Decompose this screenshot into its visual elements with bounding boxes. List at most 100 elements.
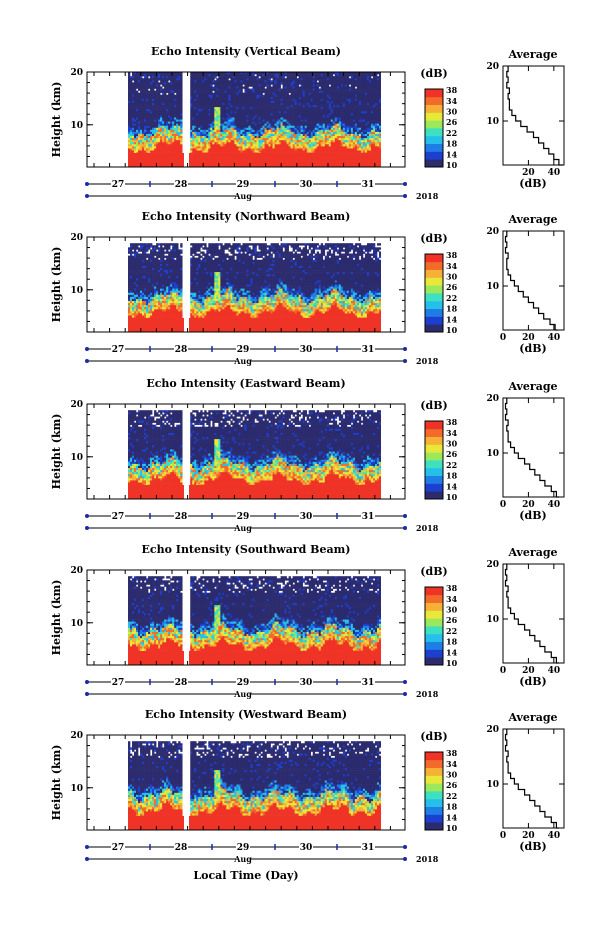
heatmap-cell: [142, 84, 145, 87]
heatmap-cell: [180, 150, 183, 153]
heatmap-cell: [296, 113, 299, 116]
heatmap-cell: [238, 96, 241, 100]
heatmap-cell: [260, 131, 263, 135]
heatmap-cell: [304, 92, 308, 96]
heatmap-cell: [136, 82, 139, 85]
heatmap-cell: [236, 148, 239, 151]
heatmap-cell: [180, 115, 183, 118]
heatmap-cell: [302, 121, 305, 124]
heatmap-cell: [168, 74, 171, 77]
heatmap-cell: [256, 115, 259, 118]
heatmap-cell: [216, 78, 219, 81]
heatmap-cell: [266, 138, 269, 141]
heatmap-cell: [180, 127, 183, 131]
heatmap-cell: [196, 136, 199, 139]
heatmap-cell: [322, 127, 326, 131]
heatmap-cell: [342, 119, 346, 122]
heatmap-cell: [336, 121, 340, 124]
heatmap-cell: [128, 78, 131, 81]
heatmap-cell: [204, 111, 207, 114]
heatmap-cell: [232, 129, 235, 133]
heatmap-cell: [168, 82, 171, 85]
heatmap-cell: [162, 113, 165, 116]
heatmap-cell: [228, 76, 231, 79]
heatmap-cell: [152, 129, 155, 133]
heatmap-cell: [298, 100, 301, 104]
heatmap-cell: [148, 96, 151, 100]
heatmap-cell: [298, 150, 301, 153]
heatmap-cell: [350, 115, 354, 118]
heatmap-cell: [354, 113, 358, 116]
heatmap-cell: [224, 80, 227, 83]
heatmap-cell: [200, 76, 203, 79]
heatmap-cell: [266, 84, 269, 87]
heatmap-cell: [180, 142, 183, 145]
heatmap-cell: [328, 115, 332, 118]
heatmap-cell: [212, 82, 215, 85]
heatmap-cell: [174, 121, 177, 124]
heatmap-cell: [190, 72, 193, 75]
heatmap-cell: [330, 105, 334, 108]
heatmap-cell: [136, 94, 139, 98]
heatmap-cell: [148, 109, 151, 112]
heatmap-cell: [340, 131, 344, 135]
heatmap-cell: [160, 121, 163, 124]
heatmap-cell: [296, 82, 299, 85]
heatmap-cell: [190, 142, 193, 145]
heatmap-cell: [214, 115, 217, 118]
heatmap-cell: [140, 80, 143, 83]
heatmap-cell: [210, 121, 213, 124]
heatmap-cell: [228, 131, 231, 135]
heatmap-cell: [316, 127, 320, 131]
heatmap-cell: [242, 111, 245, 114]
heatmap-cell: [206, 144, 209, 147]
heatmap-cell: [328, 96, 332, 100]
heatmap-cell: [234, 82, 237, 85]
heatmap-cell: [304, 80, 308, 83]
heatmap-cell: [346, 78, 350, 81]
heatmap-cell: [250, 90, 253, 93]
heatmap-cell: [222, 100, 225, 104]
heatmap-cell: [296, 86, 299, 89]
heatmap-cell: [208, 133, 211, 137]
heatmap-cell: [350, 82, 354, 85]
heatmap-cell: [270, 117, 273, 120]
heatmap-cell: [228, 96, 231, 100]
heatmap-cell: [284, 115, 287, 118]
heatmap-cell: [328, 146, 332, 149]
heatmap-cell: [156, 105, 159, 108]
heatmap-cell: [236, 138, 239, 141]
heatmap-cell: [314, 117, 318, 120]
heatmap-cell: [128, 105, 131, 108]
heatmap-cell: [228, 148, 231, 151]
heatmap-cell: [168, 133, 171, 137]
heatmap-cell: [190, 119, 193, 122]
heatmap-cell: [194, 146, 197, 149]
heatmap-cell: [152, 80, 155, 83]
heatmap-cell: [298, 117, 301, 120]
heatmap-cell: [300, 82, 303, 85]
heatmap-cell: [152, 90, 155, 93]
heatmap-cell: [266, 98, 269, 102]
heatmap-cell: [292, 133, 295, 137]
heatmap-cell: [162, 96, 165, 100]
heatmap-cell: [262, 146, 265, 149]
heatmap-cell: [172, 90, 175, 93]
heatmap-cell: [142, 138, 145, 141]
heatmap-cell: [194, 72, 197, 75]
heatmap-cell: [172, 144, 175, 147]
heatmap-cell: [146, 98, 149, 102]
heatmap-cell: [226, 72, 229, 75]
heatmap-cell: [192, 76, 195, 79]
heatmap-cell: [170, 133, 173, 137]
heatmap-cell: [258, 115, 261, 118]
heatmap-cell: [152, 88, 155, 91]
heatmap-cell: [170, 92, 173, 96]
heatmap-cell: [322, 150, 326, 153]
heatmap-cell: [290, 117, 293, 120]
heatmap-cell: [242, 80, 245, 83]
heatmap-cell: [284, 72, 287, 75]
heatmap-cell: [142, 102, 145, 106]
heatmap-cell: [274, 94, 277, 98]
heatmap-cell: [316, 94, 320, 98]
